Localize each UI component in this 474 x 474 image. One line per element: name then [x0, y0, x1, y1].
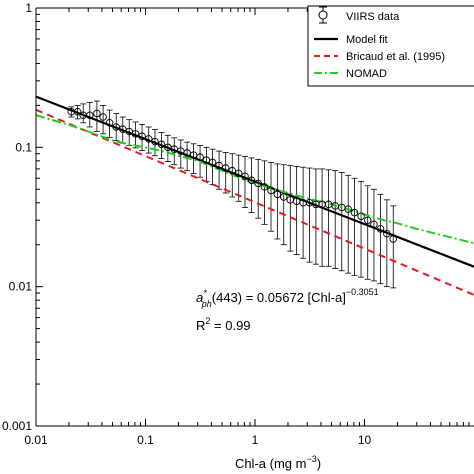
x-axis-title-superscript: −3 [306, 454, 316, 464]
equation-subscript: ph [201, 299, 212, 309]
data-point [157, 140, 166, 149]
equation-annotation: a* ph(443) = 0.05672 [Chl-a]−0.3051 [196, 287, 379, 309]
nomad-line [35, 114, 474, 245]
data-point [370, 220, 378, 229]
data-point [383, 229, 391, 238]
data-point [151, 137, 159, 146]
data-point [363, 216, 372, 224]
data-point [131, 130, 140, 138]
data-point [260, 183, 269, 191]
x-axis-title-main: Chl-a (mg m [235, 456, 307, 471]
legend-circle-marker-icon [318, 10, 328, 20]
equation-symbol: a [196, 290, 203, 305]
data-point [254, 179, 262, 188]
y-tick-label: 0.01 [9, 280, 33, 294]
data-point [208, 158, 217, 167]
x-tick-label: 0.1 [137, 433, 154, 447]
data-point [112, 123, 120, 131]
data-point [189, 151, 198, 159]
r-squared-value: = 0.99 [210, 318, 250, 333]
equation-main: (443) = 0.05672 [Chl-a] [212, 290, 346, 305]
r-squared-superscript: 2 [205, 316, 210, 326]
legend-label: NOMAD [346, 68, 387, 80]
bricaud-line [35, 108, 474, 296]
legend-label: Bricaud et al. (1995) [346, 51, 445, 63]
curve-group [35, 95, 474, 296]
x-tick-label: 0.01 [24, 433, 48, 447]
data-point [228, 166, 237, 175]
data-point [93, 109, 101, 118]
data-point [73, 108, 82, 116]
legend-item-nomad: NOMAD [314, 68, 387, 80]
data-point [350, 208, 359, 217]
data-point [273, 190, 282, 199]
legend-item-viirs: VIIRS data [318, 6, 400, 24]
data-point [234, 169, 243, 178]
x-tick-label: 10 [358, 433, 372, 447]
data-point [247, 176, 256, 185]
data-point [138, 132, 146, 141]
data-point [279, 193, 288, 201]
point-group [67, 108, 397, 243]
legend-item-model-fit: Model fit [314, 34, 388, 46]
data-point [241, 172, 249, 181]
x-axis-title-end: ) [317, 456, 321, 471]
data-point [267, 186, 275, 195]
r-squared-symbol: R [196, 318, 205, 333]
legend-item-bricaud: Bricaud et al. (1995) [314, 51, 445, 63]
data-point [376, 225, 385, 233]
data-point [105, 119, 114, 127]
data-point [125, 127, 133, 136]
data-point [183, 149, 191, 157]
y-tick-label: 0.1 [15, 140, 32, 154]
x-axis-title: Chl-a (mg m−3) [235, 454, 321, 471]
data-point [221, 164, 230, 172]
equation-superscript: * [203, 288, 207, 298]
y-tick-label: 1 [25, 1, 32, 15]
legend-label: VIIRS data [346, 11, 400, 23]
data-point [144, 135, 153, 143]
r-squared-annotation: R2 = 0.99 [196, 316, 251, 333]
data-point [344, 205, 352, 213]
legend-label: Model fit [346, 34, 388, 46]
data-point [99, 113, 107, 121]
data-point [170, 145, 178, 153]
x-tick-label: 1 [252, 433, 259, 447]
legend: VIIRS data Model fit Bricaud et al. (199… [307, 5, 474, 87]
data-point [119, 125, 127, 133]
data-point [357, 212, 365, 221]
data-point [86, 111, 94, 119]
equation-exponent: −0.3051 [346, 287, 379, 297]
data-point [215, 161, 223, 170]
y-tick-label: 0.001 [2, 419, 32, 433]
errorbar-group [68, 100, 397, 289]
data-point [196, 153, 204, 161]
data-point [389, 235, 397, 243]
